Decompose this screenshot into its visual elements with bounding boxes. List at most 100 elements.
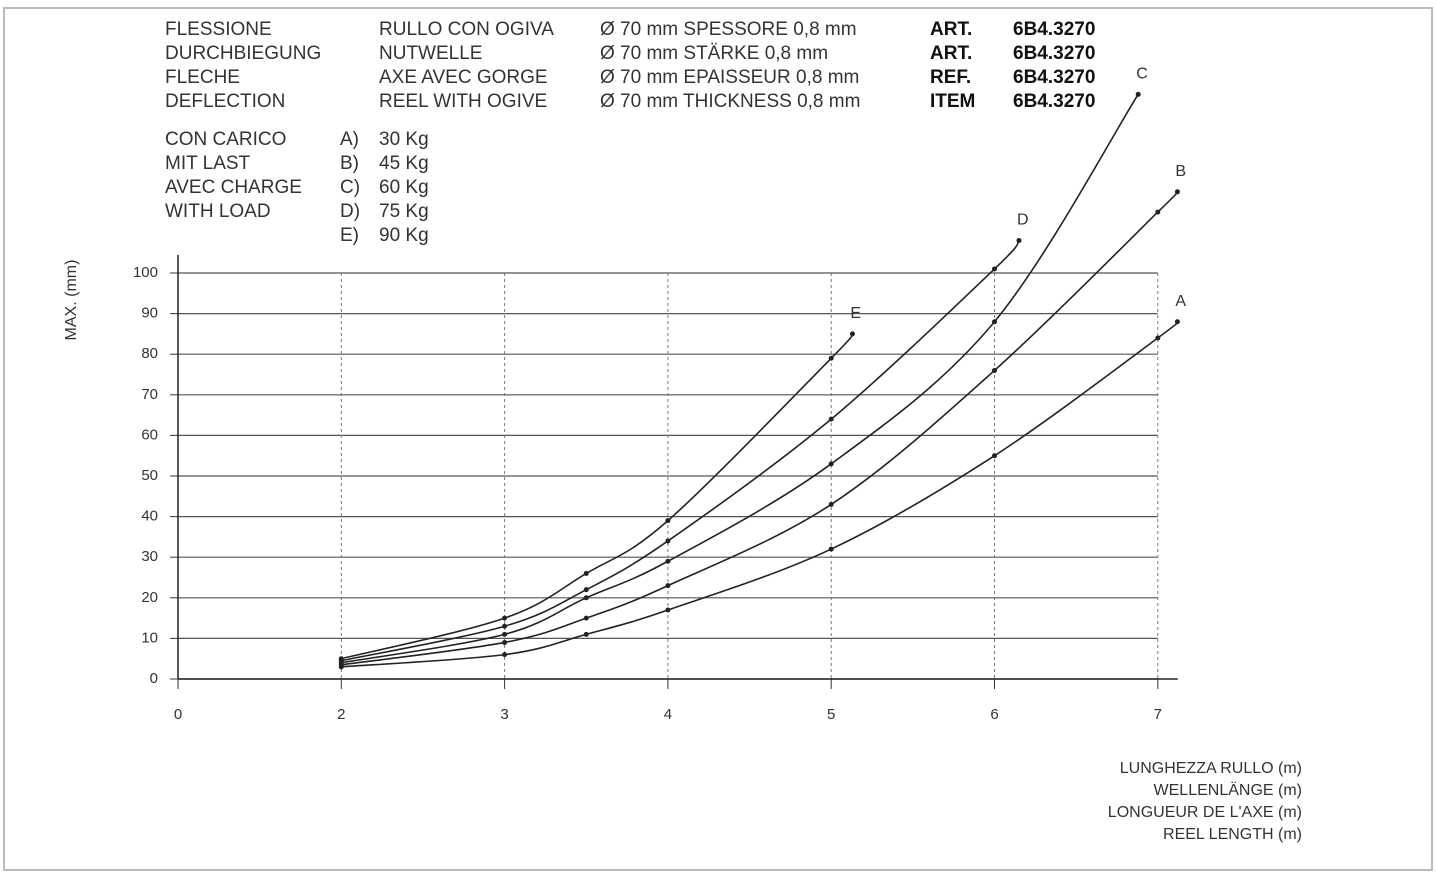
y-tick-label: 70 bbox=[141, 386, 158, 403]
x-tick-label: 0 bbox=[174, 706, 182, 723]
point bbox=[828, 546, 834, 552]
header-text: 6B4.3270 bbox=[1013, 19, 1095, 40]
x-tick-label: 3 bbox=[500, 706, 508, 723]
point bbox=[583, 587, 589, 593]
point bbox=[665, 583, 671, 589]
header-text: ART. bbox=[930, 43, 972, 64]
point bbox=[992, 266, 997, 272]
curve bbox=[341, 93, 1139, 664]
header-text: NUTWELLE bbox=[379, 43, 482, 64]
header-text: Ø 70 mm SPESSORE 0,8 mm bbox=[600, 19, 857, 40]
load-title: MIT LAST bbox=[165, 153, 251, 174]
header-text: DURCHBIEGUNG bbox=[165, 43, 321, 64]
x-tick-label: 6 bbox=[990, 706, 998, 723]
point bbox=[992, 319, 997, 325]
load-letter: E) bbox=[340, 225, 359, 246]
point bbox=[1155, 209, 1161, 215]
header-text: FLECHE bbox=[165, 67, 240, 88]
y-tick-label: 10 bbox=[141, 629, 158, 646]
curve bbox=[341, 321, 1179, 668]
load-letter: C) bbox=[340, 177, 360, 198]
y-tick-label: 40 bbox=[141, 508, 158, 525]
curve-label: D bbox=[1017, 212, 1029, 229]
x-tick-label: 2 bbox=[337, 706, 345, 723]
point bbox=[828, 355, 834, 361]
point bbox=[665, 607, 671, 613]
point bbox=[849, 331, 855, 337]
point bbox=[583, 615, 589, 621]
y-tick-label: 0 bbox=[150, 670, 158, 687]
x-tick-label: 5 bbox=[827, 706, 835, 723]
x-tick-label: 4 bbox=[664, 706, 672, 723]
load-title: WITH LOAD bbox=[165, 201, 271, 222]
load-value: 45 Kg bbox=[379, 153, 429, 174]
point bbox=[665, 518, 671, 524]
load-value: 90 Kg bbox=[379, 225, 429, 246]
header-text: Ø 70 mm THICKNESS 0,8 mm bbox=[600, 91, 860, 112]
point bbox=[1016, 238, 1022, 244]
x-axis-label: REEL LENGTH (m) bbox=[1163, 826, 1302, 843]
header-text: 6B4.3270 bbox=[1013, 91, 1095, 112]
y-tick-label: 60 bbox=[141, 426, 158, 443]
point bbox=[828, 501, 834, 507]
load-letter: A) bbox=[340, 129, 359, 150]
y-tick-label: 50 bbox=[141, 467, 158, 484]
header-text: RULLO CON OGIVA bbox=[379, 19, 554, 40]
x-axis-label: LUNGHEZZA RULLO (m) bbox=[1120, 760, 1302, 777]
point bbox=[1174, 189, 1180, 195]
header-text: ITEM bbox=[930, 91, 975, 112]
point bbox=[502, 652, 508, 658]
point bbox=[502, 623, 508, 629]
x-axis-label: LONGUEUR DE L'AXE (m) bbox=[1108, 804, 1302, 821]
y-tick-label: 100 bbox=[133, 264, 158, 281]
curve-label: A bbox=[1175, 293, 1186, 310]
header-text: Ø 70 mm EPAISSEUR 0,8 mm bbox=[600, 67, 859, 88]
curve bbox=[341, 333, 854, 660]
load-title: CON CARICO bbox=[165, 129, 286, 150]
curve-label: C bbox=[1136, 66, 1148, 83]
curve-label: E bbox=[850, 305, 861, 322]
point bbox=[583, 631, 589, 637]
point bbox=[828, 416, 834, 422]
header-text: REF. bbox=[930, 67, 971, 88]
point bbox=[665, 538, 671, 544]
x-axis-label: WELLENLÄNGE (m) bbox=[1154, 781, 1302, 799]
y-axis-label: MAX. (mm) bbox=[63, 260, 80, 341]
point bbox=[502, 639, 508, 645]
load-value: 60 Kg bbox=[379, 177, 429, 198]
point bbox=[665, 558, 671, 564]
point bbox=[992, 453, 997, 459]
load-title: AVEC CHARGE bbox=[165, 177, 302, 198]
curve-label: B bbox=[1175, 163, 1186, 180]
header-text: 6B4.3270 bbox=[1013, 43, 1095, 64]
point bbox=[583, 570, 589, 576]
y-tick-label: 20 bbox=[141, 589, 158, 606]
x-tick-label: 7 bbox=[1154, 706, 1162, 723]
load-value: 30 Kg bbox=[379, 129, 429, 150]
point bbox=[1174, 319, 1180, 325]
frame bbox=[3, 7, 1433, 871]
y-tick-label: 30 bbox=[141, 548, 158, 565]
point bbox=[338, 656, 344, 662]
curve bbox=[341, 191, 1179, 666]
header-text: 6B4.3270 bbox=[1013, 67, 1095, 88]
y-tick-label: 90 bbox=[141, 305, 158, 322]
header-text: FLESSIONE bbox=[165, 19, 272, 40]
point bbox=[992, 367, 997, 373]
point bbox=[502, 615, 508, 621]
load-value: 75 Kg bbox=[379, 201, 429, 222]
point bbox=[1135, 91, 1141, 97]
header-text: Ø 70 mm STÄRKE 0,8 mm bbox=[600, 43, 828, 64]
point bbox=[502, 631, 508, 637]
point bbox=[583, 595, 589, 601]
header-text: ART. bbox=[930, 19, 972, 40]
header-text: REEL WITH OGIVE bbox=[379, 91, 547, 112]
load-letter: D) bbox=[340, 201, 360, 222]
y-tick-label: 80 bbox=[141, 345, 158, 362]
load-letter: B) bbox=[340, 153, 359, 174]
point bbox=[1155, 335, 1161, 341]
point bbox=[828, 461, 834, 467]
header-text: DEFLECTION bbox=[165, 91, 285, 112]
header-text: AXE AVEC GORGE bbox=[379, 67, 548, 88]
